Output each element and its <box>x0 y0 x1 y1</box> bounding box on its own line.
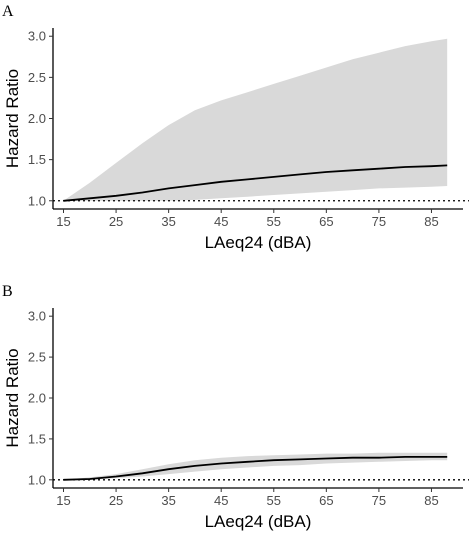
x-tick-label: 85 <box>424 493 438 508</box>
panel-b: B 1.0 1.5 2.0 2.5 3.0 15 25 35 45 55 65 75 85 LAeq24 (… <box>2 283 469 531</box>
x-axis-title: LAeq24 (dBA) <box>205 233 312 252</box>
x-tick-label: 55 <box>267 214 281 229</box>
y-tick-label: 1.0 <box>28 193 46 208</box>
x-tick-label: 75 <box>372 493 386 508</box>
panel-letter: B <box>2 283 13 300</box>
x-tick-label: 15 <box>56 493 70 508</box>
x-tick-label: 55 <box>267 493 281 508</box>
x-tick-label: 85 <box>424 214 438 229</box>
x-tick-label: 75 <box>372 214 386 229</box>
y-tick-label: 2.5 <box>28 70 46 85</box>
y-tick-label: 3.0 <box>28 29 46 44</box>
x-tick-label: 25 <box>109 493 123 508</box>
y-tick-label: 2.0 <box>28 391 46 406</box>
x-tick-label: 15 <box>56 214 70 229</box>
hazard-ratio-line <box>63 456 448 481</box>
x-tick-label: 35 <box>161 214 175 229</box>
hazard-ratio-line <box>63 164 448 202</box>
panel-letter: A <box>2 3 14 20</box>
y-axis-title: Hazard Ratio <box>3 69 22 168</box>
y-tick-label: 1.0 <box>28 472 46 487</box>
x-tick-label: 35 <box>161 493 175 508</box>
y-tick-label: 1.5 <box>28 152 46 167</box>
x-tick-label: 45 <box>214 493 228 508</box>
x-tick-label: 65 <box>319 214 333 229</box>
y-tick-label: 3.0 <box>28 309 46 324</box>
panel-a: A 1.0 1.5 2.0 2.5 3.0 15 25 35 45 55 65 75 85 LAeq24 (… <box>2 3 469 252</box>
confidence-band <box>63 452 448 480</box>
y-tick-label: 1.5 <box>28 431 46 446</box>
y-tick-label: 2.0 <box>28 111 46 126</box>
x-axis-title: LAeq24 (dBA) <box>205 512 312 531</box>
x-tick-label: 45 <box>214 214 228 229</box>
y-tick-label: 2.5 <box>28 350 46 365</box>
confidence-band <box>63 38 448 201</box>
y-axis-title: Hazard Ratio <box>3 348 22 447</box>
x-tick-label: 65 <box>319 493 333 508</box>
x-tick-label: 25 <box>109 214 123 229</box>
